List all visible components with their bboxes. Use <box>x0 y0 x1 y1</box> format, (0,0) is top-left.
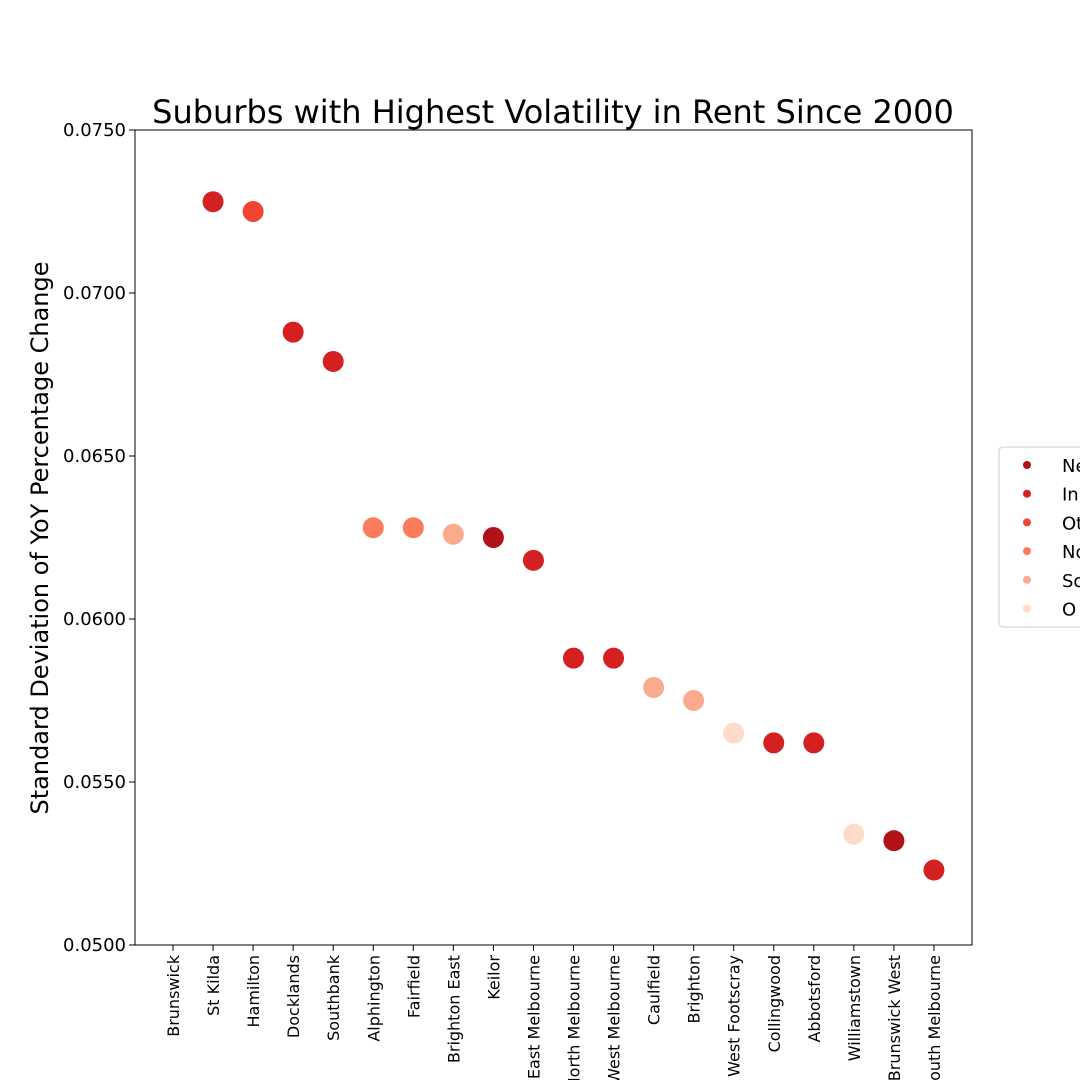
x-tick-label: Williamstown <box>845 955 864 1061</box>
data-point <box>362 517 384 539</box>
x-tick-label: Brighton <box>685 955 704 1024</box>
x-tick-label: Caulfield <box>645 955 664 1025</box>
legend-label: So <box>1062 571 1080 592</box>
legend-label: No <box>1062 542 1080 563</box>
data-points <box>202 191 945 881</box>
data-point <box>322 350 344 372</box>
legend-marker <box>1023 489 1031 498</box>
y-tick-label: 0.0700 <box>63 283 126 304</box>
y-tick-label: 0.0500 <box>63 935 126 956</box>
x-tick-label: Abbotsford <box>805 955 824 1043</box>
data-point <box>843 823 865 845</box>
x-tick-label: Alphington <box>364 955 383 1042</box>
data-point <box>683 690 705 711</box>
legend: Ne In Ot No So O <box>998 446 1080 628</box>
legend-label: O <box>1062 600 1076 621</box>
data-point <box>402 517 424 539</box>
y-tick-label: 0.0550 <box>63 772 126 793</box>
x-tick-label: Hamilton <box>244 955 263 1028</box>
x-tick-label: Brunswick <box>164 954 183 1037</box>
x-tick-label: South Melbourne <box>925 955 944 1080</box>
data-point <box>202 191 224 213</box>
x-tick-label: Docklands <box>284 955 303 1038</box>
x-tick-label: Brunswick West <box>885 955 904 1080</box>
y-tick-label: 0.0750 <box>63 120 126 141</box>
x-tick-label: St Kilda <box>204 955 223 1016</box>
y-tick-label: 0.0600 <box>63 609 126 630</box>
x-tick-label: North Melbourne <box>565 955 584 1080</box>
x-tick-label: Fairfield <box>404 955 423 1018</box>
data-point <box>242 201 264 222</box>
legend-label: In <box>1062 485 1079 506</box>
data-point <box>923 859 945 881</box>
legend-frame <box>998 446 1080 628</box>
x-tick-label: East Melbourne <box>524 955 543 1079</box>
x-tick-label: Collingwood <box>765 955 784 1052</box>
legend-label: Ot <box>1062 513 1080 534</box>
x-tick-label: Brighton East <box>444 955 463 1063</box>
data-point <box>563 647 584 669</box>
chart-title: Suburbs with Highest Volatility in Rent … <box>152 93 954 131</box>
legend-marker <box>1023 575 1031 584</box>
plot-area <box>134 129 973 946</box>
y-tick-label: 0.0650 <box>63 446 126 467</box>
data-point <box>763 732 785 754</box>
x-tick-label: Southbank <box>324 954 343 1041</box>
data-point <box>482 527 504 548</box>
legend-marker <box>1023 547 1031 556</box>
y-axis-label: Standard Deviation of YoY Percentage Cha… <box>26 262 54 815</box>
data-point <box>803 732 825 754</box>
legend-marker <box>1023 518 1031 527</box>
data-point <box>522 549 544 571</box>
legend-marker <box>1023 461 1031 469</box>
x-tick-label: Keilor <box>484 955 503 1000</box>
data-point <box>282 321 304 343</box>
x-tick-label: West Footscray <box>725 955 744 1077</box>
data-point <box>442 523 464 545</box>
x-axis-ticks: Brunswick St Kilda Hamilton Docklands Southb… <box>164 945 944 1080</box>
data-point <box>883 830 905 852</box>
data-point <box>723 722 745 744</box>
x-tick-label: West Melbourne <box>605 955 624 1080</box>
y-axis-ticks: 0.0500 0.0550 0.0600 0.0650 0.0700 0.0750 <box>63 120 135 956</box>
legend-marker <box>1023 604 1031 613</box>
data-point <box>643 676 665 698</box>
legend-label: Ne <box>1062 456 1080 477</box>
data-point <box>603 647 625 669</box>
